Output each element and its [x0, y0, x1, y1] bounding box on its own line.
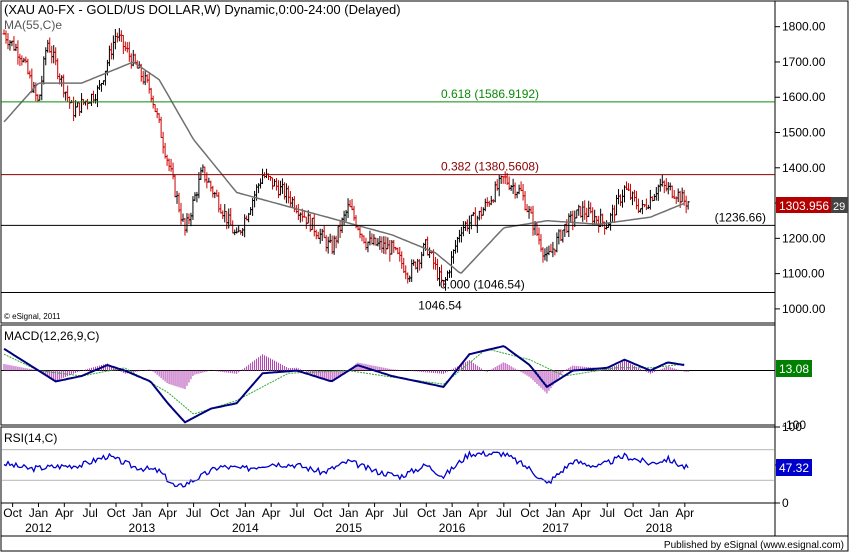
- rsi-line: [3, 450, 689, 488]
- price-y-tick-label: 1200.00: [782, 231, 826, 245]
- x-month-label: Oct: [314, 506, 333, 520]
- x-month-label: Apr: [675, 506, 694, 520]
- x-month-label: Oct: [3, 506, 22, 520]
- macd-plot: [1, 345, 775, 424]
- x-month-label: Jul: [289, 506, 304, 520]
- rsi-panel-frame: [0, 426, 776, 504]
- price-lines: [3, 61, 685, 274]
- price-badge: [776, 197, 831, 213]
- x-month-label: Apr: [365, 506, 384, 520]
- x-month-label: Jan: [546, 506, 565, 520]
- rsi-y-tick-label: 100: [782, 420, 802, 434]
- y-axis-ticks: 1800.001700.001600.001500.001400.001300.…: [775, 20, 826, 510]
- low-1046-label: 1046.54: [418, 298, 462, 312]
- price-panel-frame: [0, 0, 776, 324]
- macd-last-value: 13.08: [779, 362, 809, 376]
- rsi-title: RSI(14,C): [4, 431, 57, 445]
- price-badge-suffix: [831, 197, 848, 213]
- x-month-label: Jul: [600, 506, 615, 520]
- x-month-label: Jul: [83, 506, 98, 520]
- x-year-label: 2013: [129, 521, 156, 535]
- rsi-y-tick-label: 0: [782, 496, 789, 510]
- x-axis-ticks: Oct Jan Apr Jul Oct Jan Apr Jul Oct Jan Apr Jul Oct J…: [3, 503, 694, 535]
- price-y-tick-label: 1600.00: [782, 90, 826, 104]
- price-y-tick-label: 1500.00: [782, 126, 826, 140]
- x-month-label: Jan: [339, 506, 358, 520]
- x-month-label: Jul: [186, 506, 201, 520]
- x-month-label: Oct: [624, 506, 643, 520]
- x-month-label: Jan: [29, 506, 48, 520]
- x-year-label: 2012: [25, 521, 52, 535]
- macd-line: [3, 345, 685, 424]
- x-month-label: Jul: [496, 506, 511, 520]
- x-year-label: 2018: [646, 521, 673, 535]
- chart-title: (XAU A0-FX - GOLD/US DOLLAR,W) Dynamic,0…: [4, 2, 401, 17]
- price-y-tick-label: 1100.00: [782, 267, 825, 281]
- x-month-label: Oct: [417, 506, 436, 520]
- x-month-label: Jan: [442, 506, 461, 520]
- rsi-badge: [776, 459, 812, 476]
- fib-000-label: 0.000 (1046.54): [440, 277, 525, 291]
- fib-levels: 0.618 (1586.9192) 0.382 (1380.5608) (1236.…: [1, 87, 775, 312]
- x-year-label: 2017: [542, 521, 569, 535]
- ma-legend: MA(55,C)e: [4, 18, 62, 32]
- macd-signal-line: [3, 348, 685, 415]
- x-month-label: Apr: [158, 506, 177, 520]
- x-month-label: Jan: [132, 506, 151, 520]
- price-y-tick-label: 1400.00: [782, 161, 826, 175]
- copyright-label: © eSignal, 2011: [4, 312, 61, 321]
- x-year-label: 2014: [232, 521, 259, 535]
- level-1236-label: (1236.66): [715, 210, 766, 224]
- x-month-label: Jan: [649, 506, 668, 520]
- fib-618-label: 0.618 (1586.9192): [441, 87, 539, 101]
- footer-frame: [0, 535, 849, 552]
- x-month-label: Apr: [262, 506, 281, 520]
- ma-line: [3, 61, 685, 274]
- price-last-suffix: 29: [833, 201, 845, 213]
- rsi-plot: [1, 449, 775, 488]
- x-month-label: Oct: [210, 506, 229, 520]
- x-month-label: Oct: [520, 506, 539, 520]
- x-month-label: Apr: [572, 506, 591, 520]
- x-month-label: Apr: [55, 506, 74, 520]
- x-month-label: Jul: [393, 506, 408, 520]
- price-y-tick-label: 1000.00: [782, 302, 826, 316]
- x-year-label: 2016: [439, 521, 466, 535]
- price-y-tick-label: 1800.00: [782, 20, 826, 34]
- price-y-tick-label: 1700.00: [782, 55, 826, 69]
- x-year-label: 2015: [335, 521, 362, 535]
- macd-y-tick-label: -100: [782, 418, 806, 432]
- x-month-label: Oct: [107, 506, 126, 520]
- x-month-label: Apr: [469, 506, 488, 520]
- rsi-last-value: 47.32: [779, 461, 809, 475]
- price-last-value: 1303.956: [779, 199, 829, 213]
- macd-badge: [776, 360, 812, 377]
- footer-published: Published by eSignal (www.esignal.com): [664, 540, 844, 551]
- price-bars: [2, 28, 690, 291]
- macd-title: MACD(12,26,9,C): [4, 329, 99, 343]
- x-month-label: Jan: [236, 506, 255, 520]
- fib-382-label: 0.382 (1380.5608): [441, 160, 539, 174]
